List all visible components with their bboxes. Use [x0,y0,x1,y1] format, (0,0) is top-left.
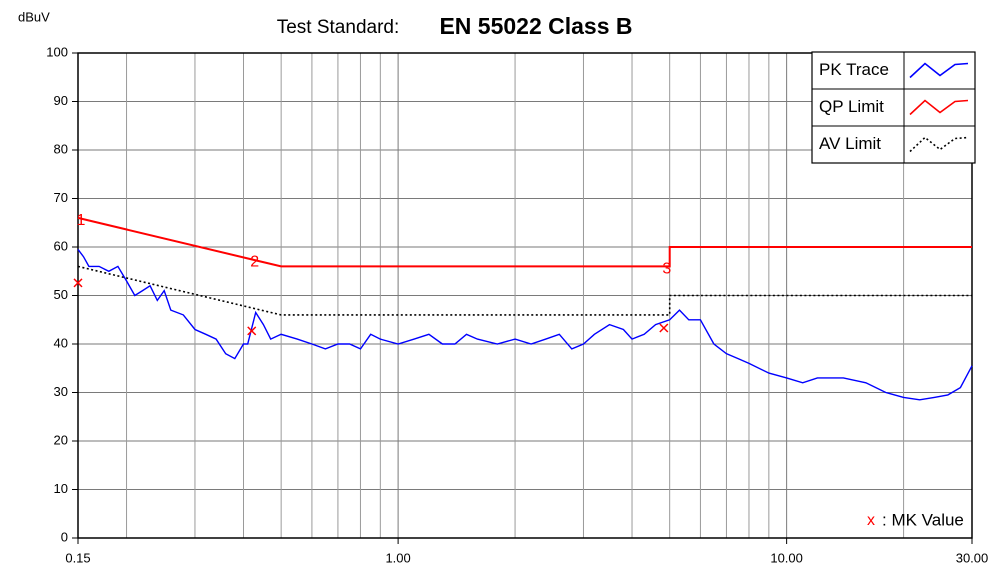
marker [247,326,257,336]
legend-swatch [909,136,969,153]
legend-label: AV Limit [819,134,881,153]
chart-subtitle: EN 55022 Class B [439,13,632,39]
y-tick-label: 40 [54,335,68,350]
line-series [77,216,972,268]
y-tick-label: 0 [61,529,68,544]
y-tick-label: 20 [54,432,68,447]
y-tick-label: 30 [54,384,68,399]
legend-swatch [909,99,969,116]
marker-label: 2 [250,254,259,271]
marker [73,278,83,288]
y-axis-label: dBuV [18,9,50,24]
legend-label: PK Trace [819,60,889,79]
y-tick-label: 60 [54,238,68,253]
marker-legend-label: : MK Value [882,510,964,529]
line-series [77,265,972,316]
legend-label: QP Limit [819,97,884,116]
chart-title: Test Standard: [277,17,400,38]
y-tick-label: 70 [54,190,68,205]
y-tick-label: 100 [46,44,68,59]
x-tick-label: 1.00 [385,550,410,565]
y-tick-label: 80 [54,141,68,156]
marker [659,323,669,333]
x-tick-label: 0.15 [65,550,90,565]
y-tick-label: 10 [54,481,68,496]
marker-label: 1 [77,212,86,229]
marker-legend-symbol: x [867,512,875,529]
x-tick-label: 10.00 [770,550,803,565]
y-tick-label: 50 [54,287,68,302]
y-tick-label: 90 [54,93,68,108]
legend-swatch [909,62,969,79]
x-tick-label: 30.00 [956,550,989,565]
marker-label: 3 [662,261,671,278]
line-series [77,248,973,401]
